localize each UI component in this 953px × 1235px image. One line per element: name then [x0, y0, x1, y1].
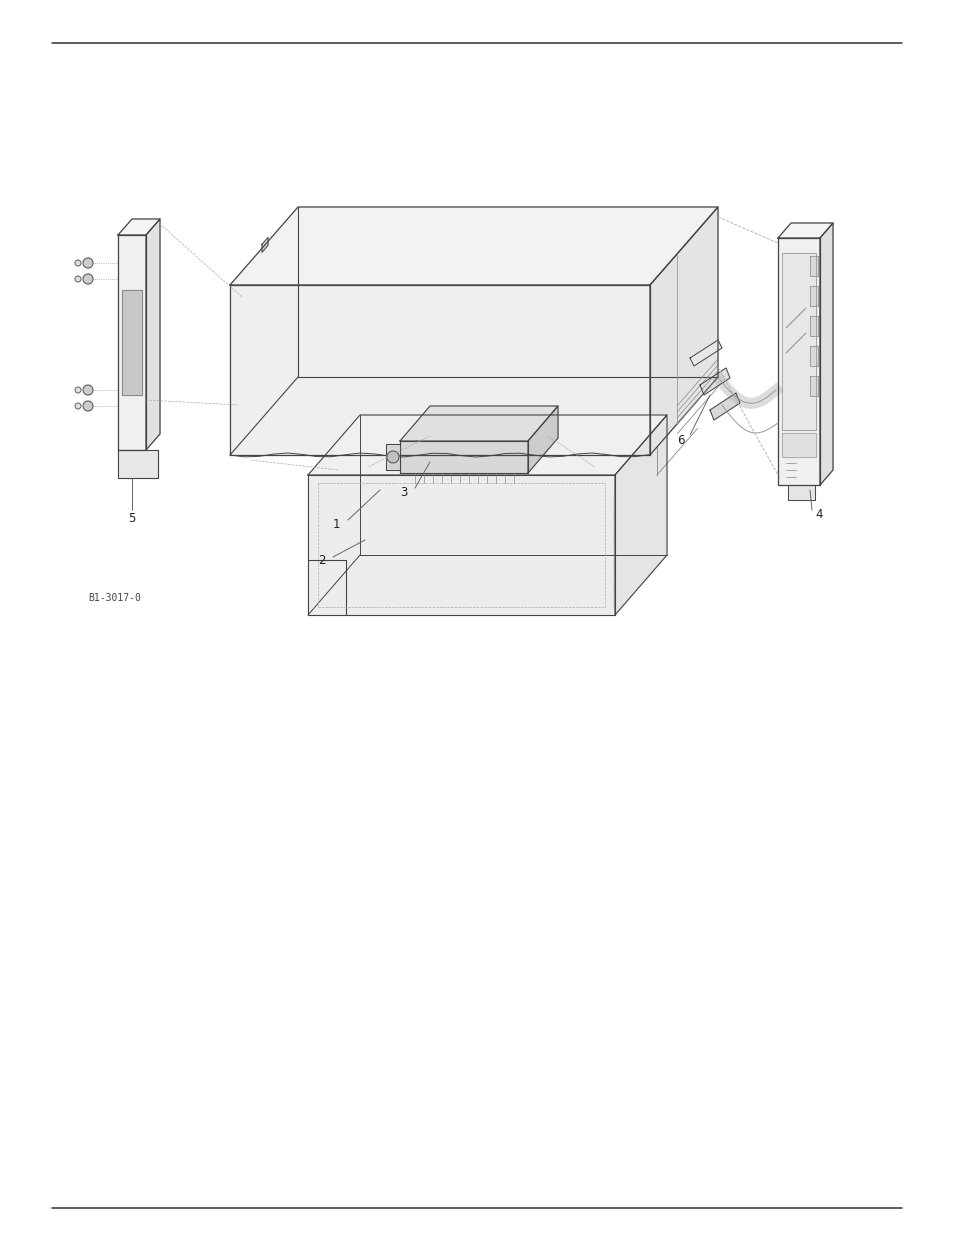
Polygon shape	[649, 207, 718, 454]
Polygon shape	[809, 256, 817, 275]
Circle shape	[75, 275, 81, 282]
Circle shape	[75, 387, 81, 393]
Text: 3: 3	[400, 485, 408, 499]
Polygon shape	[820, 224, 832, 485]
Polygon shape	[778, 224, 832, 238]
Polygon shape	[781, 253, 815, 430]
Polygon shape	[809, 287, 817, 306]
Polygon shape	[386, 445, 399, 471]
Polygon shape	[308, 415, 666, 475]
Polygon shape	[399, 441, 527, 473]
Polygon shape	[709, 393, 740, 420]
Polygon shape	[146, 219, 160, 450]
Polygon shape	[118, 450, 158, 478]
Polygon shape	[122, 290, 142, 395]
Circle shape	[83, 401, 92, 411]
Text: 2: 2	[318, 553, 326, 567]
Polygon shape	[781, 433, 815, 457]
Polygon shape	[689, 340, 721, 366]
Polygon shape	[230, 285, 649, 454]
Text: B1-3017-0: B1-3017-0	[88, 593, 141, 603]
Polygon shape	[615, 415, 666, 615]
Circle shape	[83, 385, 92, 395]
Circle shape	[75, 261, 81, 266]
Polygon shape	[700, 368, 729, 395]
Polygon shape	[118, 235, 146, 450]
Circle shape	[83, 258, 92, 268]
Circle shape	[83, 274, 92, 284]
Polygon shape	[778, 238, 820, 485]
Polygon shape	[118, 219, 160, 235]
Polygon shape	[308, 475, 615, 615]
Polygon shape	[527, 406, 558, 473]
Polygon shape	[787, 485, 814, 500]
Polygon shape	[809, 375, 817, 396]
Polygon shape	[230, 207, 718, 285]
Text: 6: 6	[677, 433, 684, 447]
Circle shape	[75, 403, 81, 409]
Text: 1: 1	[333, 517, 339, 531]
Polygon shape	[399, 406, 558, 441]
Polygon shape	[809, 316, 817, 336]
Text: 5: 5	[128, 511, 135, 525]
Polygon shape	[262, 237, 268, 252]
Polygon shape	[809, 346, 817, 366]
Circle shape	[387, 451, 398, 463]
Text: 4: 4	[814, 509, 821, 521]
